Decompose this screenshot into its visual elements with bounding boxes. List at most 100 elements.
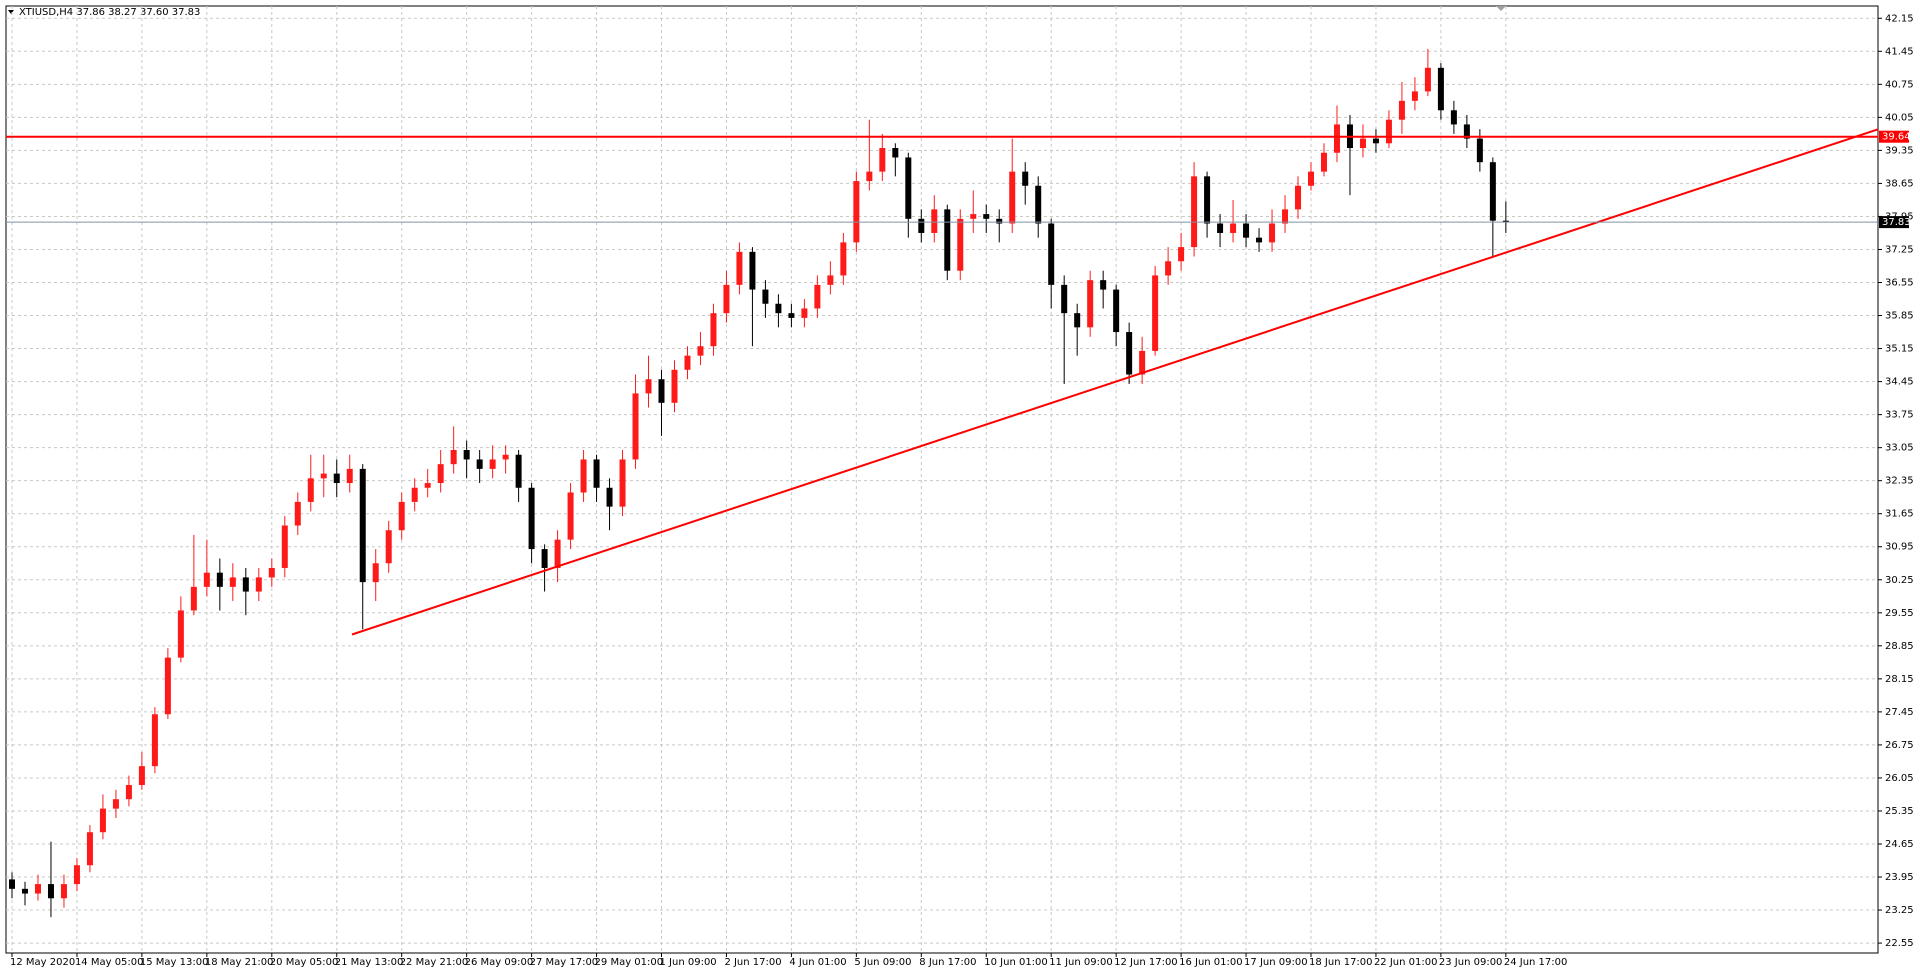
candle-body <box>983 214 990 219</box>
candle-body <box>255 577 262 592</box>
candle-body <box>684 355 691 370</box>
candle-body <box>1269 223 1276 243</box>
candle-body <box>1048 223 1055 285</box>
chart-header: XTIUSD,H4 37.86 38.27 37.60 37.83 <box>19 7 200 18</box>
candle-body <box>1424 67 1431 92</box>
candle-body <box>320 473 327 479</box>
candle-body <box>1191 176 1198 248</box>
candle-body <box>1359 138 1366 149</box>
candle-body <box>567 492 574 540</box>
y-tick-label: 23.25 <box>1885 905 1914 916</box>
candle-body <box>1035 185 1042 224</box>
candle-body <box>840 242 847 276</box>
candle-body <box>736 251 743 285</box>
candle-body <box>1217 223 1224 233</box>
candle-body <box>1165 261 1172 276</box>
candle-body <box>996 218 1003 224</box>
candle-body <box>1243 223 1250 238</box>
candle-body <box>47 884 54 899</box>
y-tick-label: 33.75 <box>1885 410 1914 421</box>
y-tick-label: 35.85 <box>1885 311 1914 322</box>
candle-body <box>203 572 210 587</box>
candle-body <box>931 209 938 233</box>
candle-body <box>411 487 418 502</box>
candle-body <box>892 148 899 158</box>
y-tick-label: 32.35 <box>1885 476 1914 487</box>
x-tick-label: 16 Jun 01:00 <box>1179 957 1243 968</box>
level-label-box <box>1879 130 1909 143</box>
x-tick-label: 23 Jun 09:00 <box>1439 957 1503 968</box>
candle-body <box>528 487 535 550</box>
candle-body <box>1178 247 1185 262</box>
candle-body <box>723 284 730 314</box>
candle-body <box>281 525 288 568</box>
candle-body <box>1385 119 1392 144</box>
candle-body <box>710 313 717 347</box>
y-tick-label: 23.95 <box>1885 872 1914 883</box>
x-tick-label: 2 Jun 17:00 <box>724 957 781 968</box>
x-tick-label: 10 Jun 01:00 <box>984 957 1048 968</box>
candle-body <box>1489 162 1496 221</box>
x-tick-label: 20 May 05:00 <box>270 957 339 968</box>
candle-body <box>658 379 665 403</box>
candle-body <box>1437 67 1444 111</box>
y-tick-label: 36.55 <box>1885 278 1914 289</box>
x-tick-label: 26 May 09:00 <box>465 957 534 968</box>
candle-body <box>359 468 366 583</box>
shift-marker <box>1496 6 1506 11</box>
candle-body <box>1256 237 1263 243</box>
x-tick-label: 4 Jun 01:00 <box>789 957 846 968</box>
candle-body <box>827 275 834 285</box>
candle-body <box>333 473 340 484</box>
x-tick-label: 17 Jun 09:00 <box>1244 957 1308 968</box>
candle-body <box>671 369 678 403</box>
symbol-marker <box>8 10 14 14</box>
candle-body <box>1372 138 1379 144</box>
level-label: 37.83 <box>1882 217 1911 228</box>
candle-body <box>1282 209 1289 224</box>
candle-body <box>1398 100 1405 120</box>
candle-body <box>580 459 587 493</box>
y-tick-label: 22.55 <box>1885 938 1914 949</box>
candle-body <box>216 572 223 587</box>
y-tick-label: 30.25 <box>1885 575 1914 586</box>
candle-body <box>450 450 457 465</box>
candle-body <box>1320 152 1327 172</box>
x-tick-label: 14 May 05:00 <box>75 957 144 968</box>
candle-body <box>424 483 431 488</box>
candle-body <box>112 799 119 809</box>
candle-body <box>307 478 314 502</box>
plot-frame <box>5 5 1879 954</box>
candle-body <box>437 464 444 484</box>
x-tick-label: 24 Jun 17:00 <box>1504 957 1568 968</box>
candle-body <box>294 501 301 526</box>
y-tick-label: 31.65 <box>1885 509 1914 520</box>
y-tick-label: 38.65 <box>1885 178 1914 189</box>
candle-body <box>1087 280 1094 328</box>
candle-body <box>1022 171 1029 186</box>
x-tick-label: 12 Jun 17:00 <box>1114 957 1178 968</box>
candle-body <box>1502 220 1509 223</box>
y-tick-label: 42.15 <box>1885 13 1914 24</box>
candle-body <box>632 393 639 460</box>
level-label-box <box>1879 216 1909 229</box>
x-tick-label: 15 May 13:00 <box>140 957 209 968</box>
candle-body <box>1152 275 1159 351</box>
candle-body <box>372 563 379 583</box>
y-tick-label: 25.35 <box>1885 806 1914 817</box>
x-tick-label: 18 Jun 17:00 <box>1309 957 1373 968</box>
y-tick-label: 27.45 <box>1885 707 1914 718</box>
candle-body <box>645 379 652 394</box>
y-tick-label: 33.05 <box>1885 443 1914 454</box>
candle-body <box>1113 289 1120 333</box>
y-tick-label: 35.15 <box>1885 344 1914 355</box>
candle-body <box>502 454 509 460</box>
candle-body <box>1139 350 1146 375</box>
candle-body <box>125 785 132 800</box>
candle-body <box>554 539 561 568</box>
candle-body <box>944 209 951 271</box>
candle-body <box>697 346 704 356</box>
candle-body <box>34 884 41 894</box>
y-tick-label: 41.45 <box>1885 46 1914 57</box>
